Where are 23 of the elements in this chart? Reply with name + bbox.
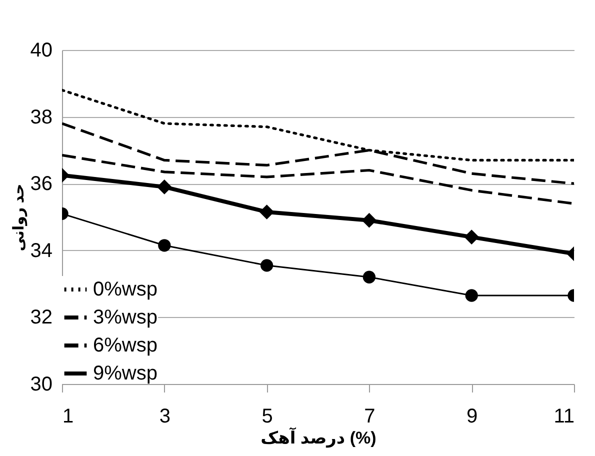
y-axis-title: حد روانی — [10, 184, 28, 252]
legend-label: 6%wsp — [93, 334, 158, 356]
legend-label: 9%wsp — [93, 362, 158, 384]
y-tick-label: 40 — [30, 40, 52, 62]
point — [362, 270, 376, 284]
legend-label: 3%wsp — [93, 306, 158, 328]
x-tick-label: 9 — [466, 406, 478, 428]
point — [259, 204, 274, 220]
point — [260, 259, 274, 272]
x-tick-label: 11 — [554, 406, 574, 428]
x-tick-label: 1 — [62, 406, 74, 428]
x-tick-label: 3 — [159, 406, 170, 428]
y-tick-label: 32 — [30, 306, 52, 329]
x-tick-label: 7 — [364, 406, 376, 428]
x-axis-title: درصد آهک (%) — [260, 426, 376, 448]
y-tick-label: 38 — [30, 106, 52, 128]
y-tick-label: 36 — [30, 173, 52, 196]
y-tick-label: 30 — [30, 374, 52, 396]
point — [362, 212, 377, 228]
x-tick-label: 5 — [262, 406, 273, 428]
y-tick-label: 34 — [30, 240, 52, 262]
legend-label: 0%wsp — [93, 278, 158, 300]
line-series — [62, 154, 574, 205]
